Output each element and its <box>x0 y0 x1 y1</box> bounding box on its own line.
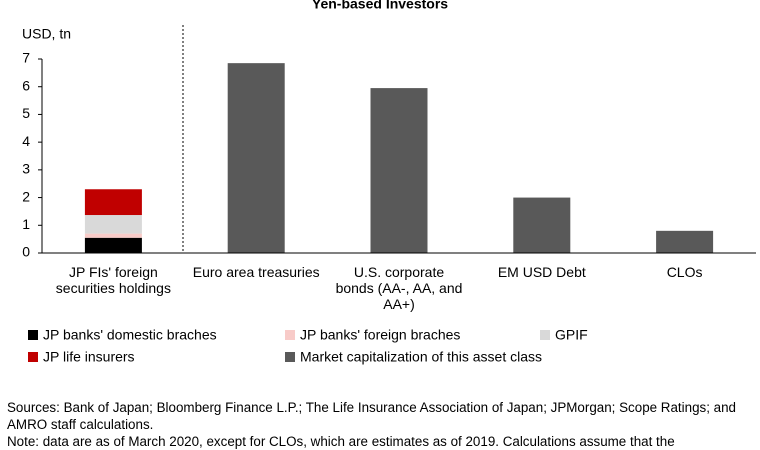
legend-swatch <box>540 330 550 340</box>
x-tick-label: U.S. corporate bonds (AA-, AA, and AA+) <box>335 264 463 312</box>
bar <box>513 197 571 253</box>
bar <box>84 237 142 253</box>
chart-title: Yen-based Investors <box>312 0 448 12</box>
bar <box>656 230 714 253</box>
legend-label: GPIF <box>555 327 588 343</box>
sources: Sources: Bank of Japan; Bloomberg Financ… <box>7 400 736 432</box>
legend-label: JP life insurers <box>43 349 135 365</box>
y-tick-label: 5 <box>22 105 30 121</box>
y-tick-label: 7 <box>22 50 30 66</box>
x-tick-label: CLOs <box>666 264 703 280</box>
y-tick-label: 0 <box>22 244 30 260</box>
legend-swatch <box>285 330 295 340</box>
y-tick-label: 3 <box>22 161 30 177</box>
y-axis-label: USD, tn <box>22 26 71 42</box>
note: Note: data are as of March 2020, except … <box>7 434 675 449</box>
y-tick-label: 6 <box>22 77 30 93</box>
legend-swatch <box>28 352 38 362</box>
y-tick-label: 2 <box>22 188 30 204</box>
bar <box>370 88 428 253</box>
x-tick-label: JP FIs' foreign securities holdings <box>55 264 171 296</box>
y-tick-label: 4 <box>22 133 30 149</box>
x-tick-label: EM USD Debt <box>497 264 586 280</box>
y-tick-label: 1 <box>22 216 30 232</box>
bar <box>84 233 142 238</box>
legend-swatch <box>285 352 295 362</box>
legend-swatch <box>28 330 38 340</box>
bar <box>227 63 285 254</box>
x-tick-label: Euro area treasuries <box>192 264 320 280</box>
bar <box>84 189 142 216</box>
bar <box>84 215 142 234</box>
notes: Sources: Bank of Japan; Bloomberg Financ… <box>7 399 757 450</box>
legend-label: JP banks' foreign braches <box>300 327 460 343</box>
legend-label: JP banks' domestic braches <box>43 327 217 343</box>
legend-label: Market capitalization of this asset clas… <box>300 349 542 365</box>
